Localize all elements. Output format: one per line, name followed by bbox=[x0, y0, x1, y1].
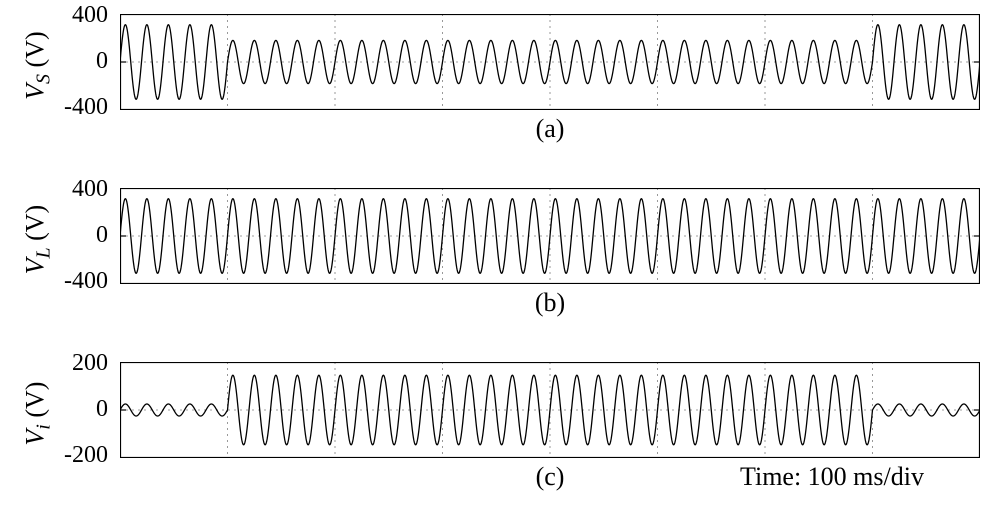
ytick-c-mid: 0 bbox=[48, 396, 108, 423]
ylabel-c-sub: i bbox=[33, 424, 55, 430]
ylabel-c-unit: (V) bbox=[20, 382, 49, 418]
chart-a bbox=[120, 14, 980, 110]
ytick-c-bot: -200 bbox=[48, 442, 108, 469]
ytick-a-top: 400 bbox=[48, 2, 108, 29]
ytick-a-mid: 0 bbox=[48, 48, 108, 75]
ylabel-b-sub: L bbox=[33, 247, 55, 258]
ytick-b-mid: 0 bbox=[48, 222, 108, 249]
ytick-c-top: 200 bbox=[48, 350, 108, 377]
ytick-b-bot: -400 bbox=[48, 268, 108, 295]
ylabel-a-var: V bbox=[20, 84, 49, 100]
caption-a: (a) bbox=[520, 114, 580, 144]
ylabel-c-var: V bbox=[20, 430, 49, 446]
chart-b bbox=[120, 188, 980, 284]
ytick-a-bot: -400 bbox=[48, 94, 108, 121]
ylabel-a-unit: (V) bbox=[20, 31, 49, 67]
caption-c: (c) bbox=[520, 462, 580, 492]
caption-b: (b) bbox=[520, 288, 580, 318]
chart-c bbox=[120, 362, 980, 458]
time-caption: Time: 100 ms/div bbox=[740, 462, 924, 492]
ylabel-b-unit: (V) bbox=[20, 205, 49, 241]
ylabel-a-sub: S bbox=[33, 74, 55, 84]
ytick-b-top: 400 bbox=[48, 176, 108, 203]
ylabel-b-var: V bbox=[20, 259, 49, 275]
